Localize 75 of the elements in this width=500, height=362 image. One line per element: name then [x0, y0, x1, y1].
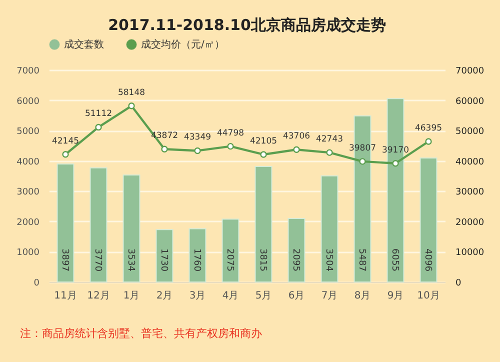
- x-tick-label: 7月: [321, 290, 338, 302]
- x-tick-label: 5月: [255, 290, 272, 302]
- point: [260, 151, 267, 158]
- x-tick-label: 8月: [354, 290, 371, 302]
- data-label: 42743: [316, 134, 344, 145]
- data-label: 42105: [250, 136, 278, 146]
- y-tick-label: 4000: [16, 157, 40, 168]
- x-tick-label: 1月: [123, 290, 140, 302]
- bar: [188, 228, 206, 282]
- y-tick-label: 2000: [16, 218, 40, 228]
- bar: [222, 218, 240, 282]
- y2-tick-label: 40000: [456, 157, 484, 168]
- y-tick-label: 3000: [16, 188, 40, 198]
- bar: [156, 229, 174, 282]
- y2-tick-label: 30000: [456, 188, 484, 198]
- y-tick-label: 7000: [16, 66, 40, 76]
- point: [62, 151, 69, 158]
- data-label: 6055: [390, 248, 400, 272]
- data-label: 58148: [118, 88, 146, 98]
- bar: [320, 175, 338, 282]
- x-tick-label: 9月: [387, 290, 404, 302]
- data-label: 44798: [216, 128, 244, 138]
- data-label: 4096: [422, 248, 432, 272]
- bar: [122, 174, 140, 282]
- data-label: 46395: [414, 123, 442, 134]
- point: [392, 160, 399, 167]
- x-tick-label: 10月: [417, 290, 440, 302]
- x-tick-label: 12月: [87, 290, 110, 302]
- point: [359, 158, 366, 165]
- point: [95, 124, 102, 131]
- y2-tick-label: 0: [456, 278, 462, 288]
- bar: [288, 218, 306, 282]
- x-tick-label: 2月: [156, 290, 173, 302]
- x-tick-label: 6月: [288, 290, 305, 302]
- data-label: 1730: [158, 248, 168, 272]
- y-tick-label: 0: [34, 278, 40, 288]
- x-tick-label: 11月: [54, 290, 77, 302]
- point: [227, 142, 234, 150]
- x-tick-label: 4月: [222, 290, 239, 302]
- point: [194, 147, 201, 154]
- point: [425, 138, 432, 145]
- data-label: 2095: [290, 248, 300, 272]
- y2-tick-label: 50000: [456, 127, 484, 138]
- point: [293, 146, 300, 153]
- text: 注：商品房统计含别墅、普宅、共有产权房和商办: [20, 326, 262, 341]
- data-label: 51112: [84, 109, 112, 120]
- point: [128, 102, 135, 110]
- x-tick-label: 3月: [189, 290, 206, 302]
- y2-tick-label: 20000: [456, 218, 484, 228]
- data-label: 5487: [356, 248, 366, 272]
- y-tick-label: 6000: [16, 96, 40, 107]
- chart-title: 2017.11-2018.10北京商品房成交走势: [108, 16, 386, 34]
- data-label: 3504: [324, 248, 334, 272]
- y2-tick-label: 70000: [456, 66, 484, 76]
- data-label: 3897: [60, 248, 70, 272]
- data-label: 3815: [258, 248, 268, 272]
- y-tick-label: 5000: [16, 127, 40, 138]
- data-label: 43349: [184, 132, 212, 143]
- data-label: 42145: [52, 136, 80, 146]
- data-label: 2075: [224, 248, 234, 272]
- point: [161, 146, 168, 152]
- data-label: 43706: [282, 132, 310, 142]
- bar: [56, 163, 74, 282]
- data-label: 3770: [92, 248, 102, 272]
- bar: [90, 167, 108, 282]
- data-label: 1760: [192, 248, 202, 272]
- point: [326, 149, 333, 156]
- bar: [420, 157, 438, 282]
- data-label: 3534: [126, 248, 136, 272]
- legend-label: 成交套数: [64, 38, 104, 51]
- legend-label: 成交均价（元/㎡）: [141, 38, 224, 51]
- y2-tick-label: 10000: [456, 248, 484, 258]
- y2-tick-label: 60000: [456, 96, 484, 107]
- bar: [254, 166, 272, 282]
- y-tick-label: 1000: [16, 248, 40, 258]
